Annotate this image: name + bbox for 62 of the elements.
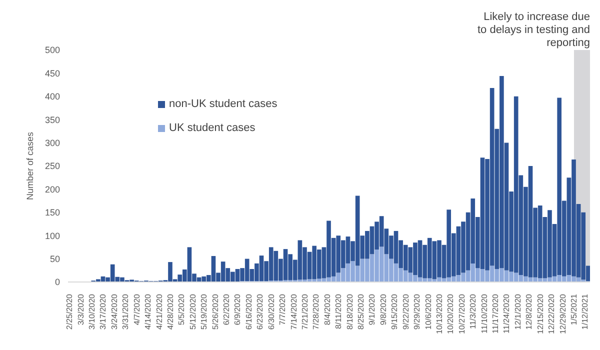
x-tick-label: 12/1/2020 bbox=[513, 293, 522, 330]
x-tick-label: 11/3/2020 bbox=[468, 293, 478, 329]
x-tick-label: 11/24/2020 bbox=[502, 293, 512, 334]
x-tick-label: 10/6/2020 bbox=[424, 293, 433, 330]
y-tick-label: 450 bbox=[44, 68, 60, 78]
x-tick-label: 6/23/2020 bbox=[256, 293, 265, 330]
x-tick-label: 10/13/2020 bbox=[434, 293, 444, 334]
x-tick-label: 6/30/2020 bbox=[266, 293, 276, 330]
x-tick-label: 8/18/2020 bbox=[345, 293, 354, 330]
x-tick-label: 12/15/2020 bbox=[536, 293, 545, 334]
y-tick-label: 50 bbox=[50, 254, 60, 264]
x-tick-label: 6/16/2020 bbox=[244, 293, 254, 330]
x-tick-label: 4/28/2020 bbox=[166, 293, 175, 330]
x-tick-label: 9/1/2020 bbox=[368, 293, 377, 326]
x-tick-label: 9/15/2020 bbox=[390, 293, 400, 330]
x-tick-label: 3/10/2020 bbox=[88, 293, 97, 330]
x-tick-label: 12/22/2020 bbox=[547, 293, 556, 334]
y-tick-label: 100 bbox=[44, 230, 60, 241]
x-tick-label: 10/27/2020 bbox=[457, 293, 466, 334]
x-tick-label: 11/10/2020 bbox=[480, 293, 489, 334]
x-tick-label: 8/11/2020 bbox=[334, 293, 344, 329]
x-tick-label: 5/5/2020 bbox=[177, 293, 186, 326]
x-tick-label: 7/14/2020 bbox=[289, 293, 298, 330]
legend-label: non-UK student cases bbox=[168, 98, 278, 110]
x-tick-label: 12/29/2020 bbox=[558, 293, 568, 334]
x-tick-label: 3/24/2020 bbox=[110, 293, 119, 330]
y-tick-label: 200 bbox=[44, 184, 60, 194]
y-tick-label: 400 bbox=[44, 92, 60, 102]
x-tick-label: 4/7/2020 bbox=[132, 293, 142, 326]
y-tick-label: 250 bbox=[44, 161, 60, 172]
band-label: Likely to increase due to delays in testing and reporting bbox=[477, 11, 590, 49]
x-tick-label: 9/29/2020 bbox=[412, 293, 422, 330]
y-axis-title: Number of cases bbox=[25, 131, 36, 200]
x-tick-label: 2/25/2020 bbox=[65, 293, 74, 330]
x-tick-label: 8/25/2020 bbox=[356, 293, 366, 330]
legend-label: UK student cases bbox=[168, 122, 256, 134]
x-tick-label: 6/2/2020 bbox=[222, 293, 232, 326]
y-tick-label: 300 bbox=[44, 138, 60, 148]
x-tick-label: 3/31/2020 bbox=[121, 293, 130, 330]
x-tick-label: 5/26/2020 bbox=[210, 293, 220, 330]
x-tick-label: 4/21/2020 bbox=[154, 293, 164, 330]
x-tick-label: 5/12/2020 bbox=[188, 293, 198, 330]
x-tick-label: 7/28/2020 bbox=[312, 293, 321, 330]
x-tick-label: 8/4/2020 bbox=[322, 293, 332, 326]
y-tick-label: 500 bbox=[44, 45, 60, 56]
y-tick-label: 0 bbox=[54, 277, 60, 288]
y-tick-label: 350 bbox=[44, 114, 60, 125]
x-tick-label: 3/3/2020 bbox=[76, 293, 86, 326]
x-tick-label: 9/8/2020 bbox=[378, 293, 388, 326]
x-tick-label: 11/17/2020 bbox=[491, 293, 500, 334]
x-tick-label: 9/22/2020 bbox=[401, 293, 410, 330]
x-tick-label: 4/14/2020 bbox=[144, 293, 153, 330]
x-tick-label: 5/19/2020 bbox=[200, 293, 209, 330]
y-tick-label: 150 bbox=[44, 208, 60, 218]
x-tick-label: 3/17/2020 bbox=[98, 293, 108, 330]
x-tick-label: 6/9/2020 bbox=[233, 293, 242, 326]
x-tick-label: 7/21/2020 bbox=[300, 293, 310, 330]
x-tick-label: 1/5/2021 bbox=[569, 293, 578, 326]
x-tick-label: 12/8/2020 bbox=[524, 293, 534, 330]
x-tick-label: 7/7/2020 bbox=[278, 293, 288, 326]
x-tick-label: 1/12/2021 bbox=[580, 293, 590, 330]
x-tick-label: 10/20/2020 bbox=[446, 293, 456, 334]
